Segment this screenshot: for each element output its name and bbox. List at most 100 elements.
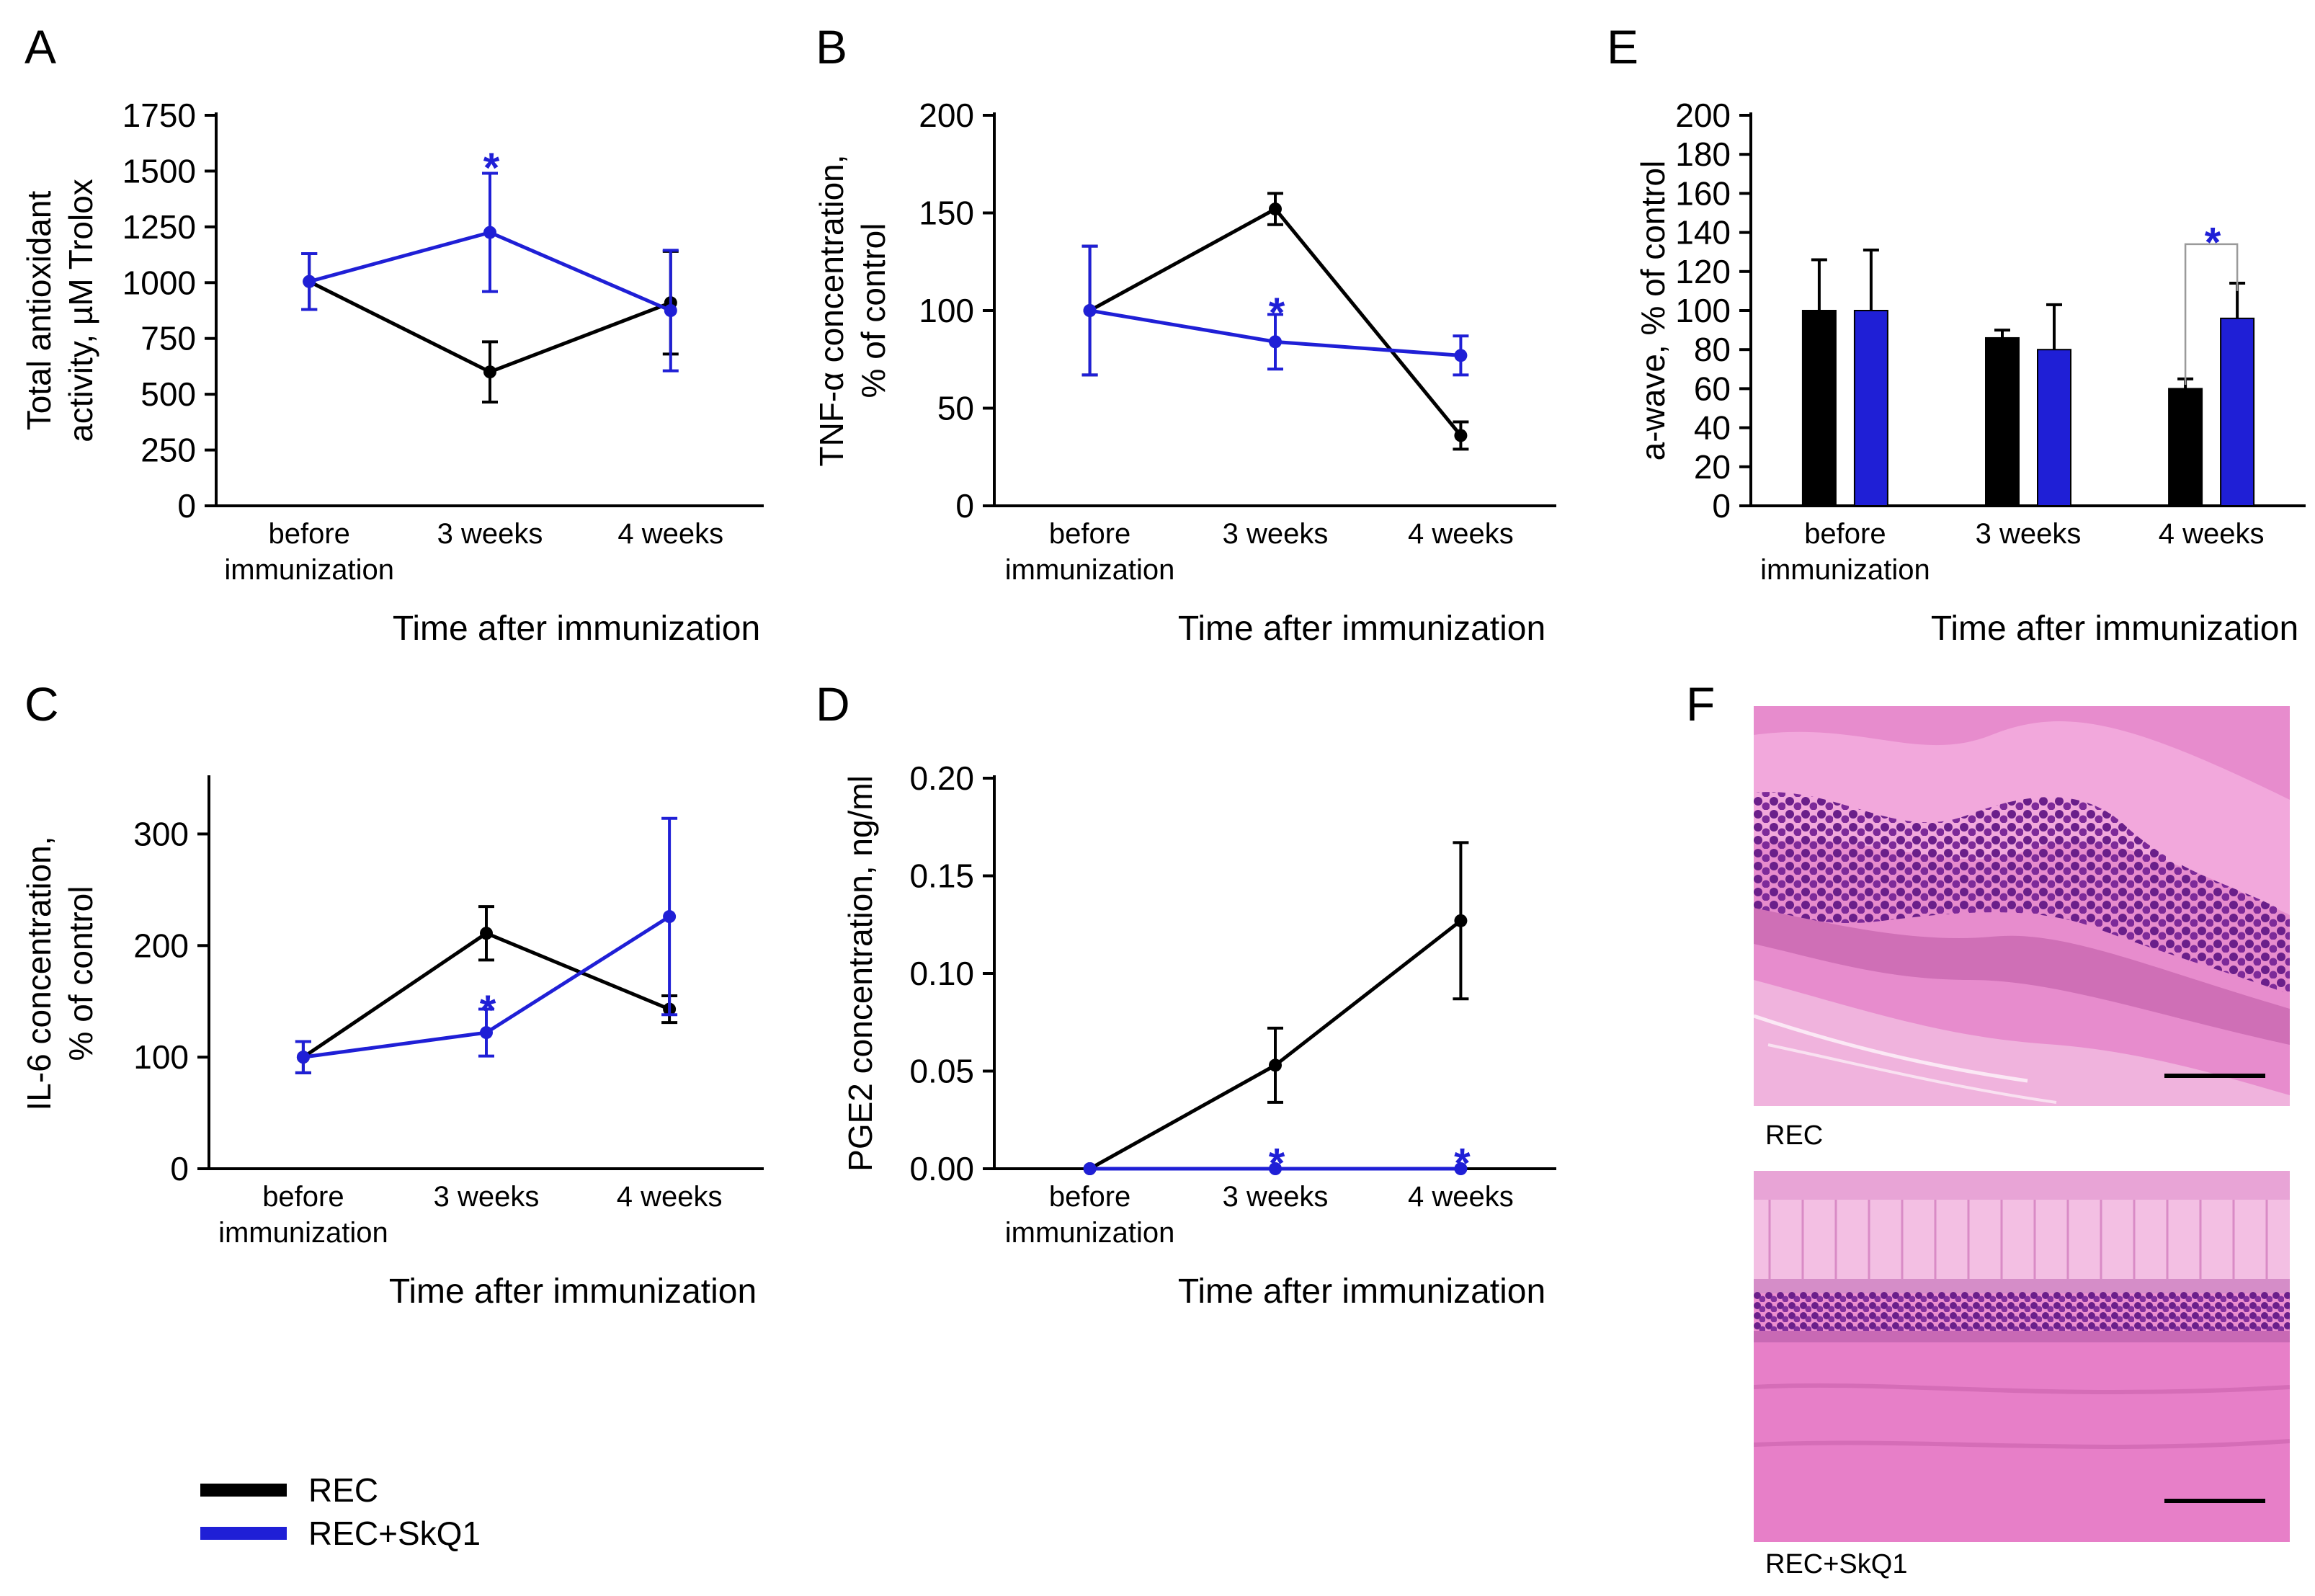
y-tick-label-e: 0: [1712, 487, 1731, 525]
y-tick-label-c: 100: [133, 1038, 189, 1076]
significance-asterisk-c: *: [480, 987, 496, 1034]
y-tick-label-d: 0.20: [909, 759, 974, 797]
y-axis-title-b: % of control: [855, 223, 892, 398]
y-axis-title-d: PGE2 concentration, ng/ml: [842, 775, 879, 1172]
data-point-rec: [483, 365, 496, 379]
legend-item-rec-skq1: REC+SkQ1: [200, 1513, 481, 1553]
x-tick-label-d: 3 weeks: [1223, 1181, 1329, 1213]
legend-item-rec: REC: [200, 1470, 481, 1510]
data-point-rec: [1454, 914, 1468, 927]
x-axis-title-d: Time after immunization: [1178, 1272, 1545, 1311]
data-point-rec-skq1: [1454, 1162, 1468, 1175]
y-tick-label-e: 60: [1694, 370, 1731, 407]
x-tick-label-d: before: [1049, 1181, 1130, 1213]
x-tick-label-e: immunization: [1760, 554, 1930, 586]
x-tick-label-b: immunization: [1005, 554, 1175, 586]
panel-letter-d: D: [816, 677, 850, 731]
x-tick-label-a: immunization: [224, 554, 394, 586]
bar-rec: [1801, 310, 1837, 507]
bar-rec: [1985, 336, 2020, 507]
y-tick-label-a: 750: [140, 320, 196, 357]
x-axis-title-b: Time after immunization: [1178, 610, 1545, 648]
y-tick-label-e: 100: [1675, 292, 1731, 329]
x-tick-label-a: before: [268, 518, 349, 550]
x-tick-label-e: 4 weeks: [2159, 518, 2265, 550]
bar-rec-skq1: [1853, 310, 1888, 507]
y-tick-label-a: 1250: [122, 208, 196, 246]
chart-panel-b: 0 50 100 150 200 before immunization 3 weeks 4 w…: [813, 97, 1556, 648]
legend-label-rec: REC: [308, 1471, 379, 1509]
y-tick-label-b: 100: [919, 292, 974, 329]
x-tick-label-b: 4 weeks: [1408, 518, 1514, 550]
chart-panel-a: 0 250 500 750 1000 1250 1500 1750 before immuniza…: [20, 97, 764, 648]
histology-image-rec: [1754, 706, 2290, 1106]
panel-letter-a: A: [24, 20, 57, 73]
legend-swatch-rec-skq1: [200, 1527, 287, 1540]
legend: REC REC+SkQ1: [200, 1470, 481, 1556]
x-tick-label-c: immunization: [218, 1217, 388, 1249]
x-tick-label-e: before: [1804, 518, 1886, 550]
y-tick-label-b: 50: [937, 390, 974, 427]
y-tick-label-a: 250: [140, 432, 196, 469]
x-axis-title-a: Time after immunization: [393, 610, 760, 648]
significance-asterisk-a: *: [483, 145, 500, 192]
data-point-rec-skq1: [1269, 1162, 1282, 1175]
y-tick-label-a: 500: [140, 375, 196, 413]
x-tick-label-a: 4 weeks: [617, 518, 723, 550]
y-tick-label-b: 200: [919, 97, 974, 134]
x-tick-label-d: immunization: [1005, 1217, 1175, 1249]
data-point-rec: [1269, 1058, 1282, 1072]
y-tick-label-c: 0: [170, 1150, 189, 1187]
x-tick-label-a: 3 weeks: [437, 518, 543, 550]
data-point-rec-skq1: [1083, 1162, 1097, 1175]
x-tick-label-c: 3 weeks: [434, 1181, 540, 1213]
x-tick-label-c: 4 weeks: [617, 1181, 723, 1213]
y-tick-label-e: 80: [1694, 331, 1731, 368]
y-tick-label-a: 0: [177, 487, 196, 525]
significance-asterisk-d: *: [1269, 1140, 1285, 1187]
significance-asterisk-b: *: [1269, 290, 1285, 336]
chart-panel-d: 0.00 0.05 0.10 0.15 0.20 before immunization 3 …: [842, 759, 1556, 1311]
y-tick-label-e: 40: [1694, 409, 1731, 447]
y-tick-label-c: 200: [133, 927, 189, 964]
y-tick-label-a: 1500: [122, 152, 196, 190]
data-point-rec-skq1: [1083, 304, 1097, 317]
data-point-rec-skq1: [663, 910, 677, 924]
y-tick-label-e: 180: [1675, 135, 1731, 173]
y-tick-label-b: 0: [955, 487, 974, 525]
x-tick-label-b: before: [1049, 518, 1130, 550]
y-tick-label-e: 160: [1675, 174, 1731, 212]
bar-rec-skq1: [2220, 317, 2255, 507]
y-tick-label-c: 300: [133, 815, 189, 852]
significance-bracket-e: [2184, 243, 2239, 385]
scale-bar-bottom: [2164, 1499, 2265, 1503]
significance-asterisk-e: *: [2205, 220, 2221, 267]
legend-swatch-rec: [200, 1484, 287, 1497]
y-tick-label-a: 1750: [122, 97, 196, 134]
data-point-rec-skq1: [296, 1051, 310, 1064]
scale-bar-top: [2164, 1074, 2265, 1078]
x-tick-label-d: 4 weeks: [1408, 1181, 1514, 1213]
histology-caption-rec: REC: [1765, 1120, 1824, 1151]
data-point-rec: [1454, 429, 1468, 442]
data-point-rec: [480, 927, 493, 940]
panel-letter-c: C: [24, 677, 59, 731]
y-axis-title-a: Total antioxidant: [20, 191, 58, 431]
y-axis-title-c: IL-6 concentration,: [20, 836, 58, 1110]
y-axis-title-e: a-wave, % of control: [1634, 161, 1672, 461]
data-point-rec-skq1: [483, 226, 496, 239]
y-tick-label-b: 150: [919, 195, 974, 232]
x-tick-label-b: 3 weeks: [1223, 518, 1329, 550]
panel-letter-b: B: [816, 20, 848, 73]
panel-letter-e: E: [1607, 20, 1639, 73]
y-tick-label-e: 120: [1675, 253, 1731, 290]
y-axis-title-b: TNF-α concentration,: [813, 154, 850, 466]
data-point-rec-skq1: [303, 275, 316, 288]
x-axis-title-c: Time after immunization: [389, 1272, 757, 1311]
x-tick-label-e: 3 weeks: [1976, 518, 2082, 550]
bar-rec-skq1: [2037, 349, 2071, 507]
y-tick-label-e: 20: [1694, 448, 1731, 486]
data-point-rec-skq1: [1454, 349, 1468, 362]
y-axis-title-c: % of control: [62, 886, 99, 1061]
